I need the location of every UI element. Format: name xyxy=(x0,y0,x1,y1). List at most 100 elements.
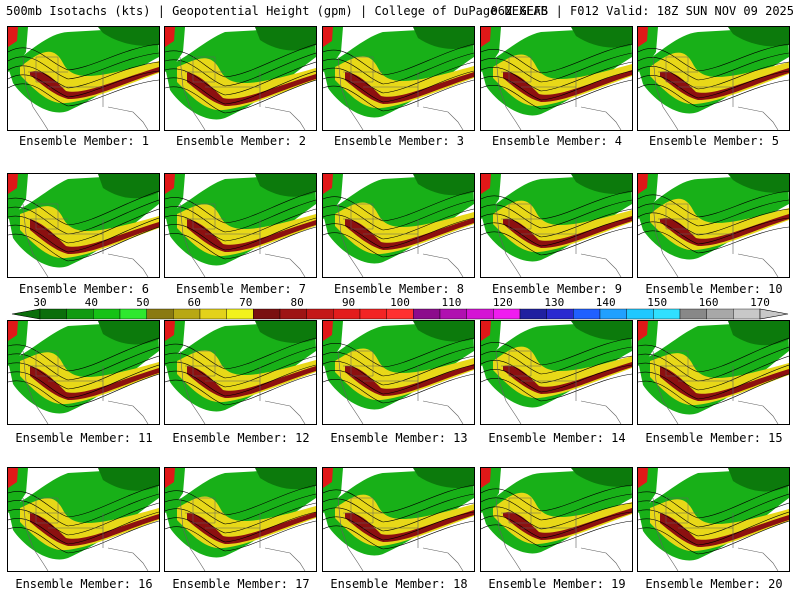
height-contour xyxy=(8,337,159,372)
jet-core-dark-red xyxy=(30,366,159,400)
height-contour xyxy=(481,493,632,521)
height-contour xyxy=(638,43,789,72)
ne-jet-green xyxy=(728,27,789,47)
colorbar-tick-label: 110 xyxy=(441,296,462,309)
nw-jet-red xyxy=(638,321,648,341)
height-contour xyxy=(638,520,789,555)
isotach-map xyxy=(8,468,159,571)
ensemble-member-caption: Ensemble Member: 3 xyxy=(333,134,465,148)
state-borders xyxy=(652,497,779,571)
state-borders xyxy=(495,497,622,571)
height-contour xyxy=(8,373,159,408)
colorbar-swatch xyxy=(546,308,574,320)
ensemble-member-caption: Ensemble Member: 8 xyxy=(333,282,465,296)
height-contour xyxy=(638,373,789,409)
ensemble-map-panel xyxy=(322,173,475,278)
isotach-map xyxy=(638,321,789,424)
height-contour xyxy=(638,190,789,218)
colorbar-swatch xyxy=(119,308,147,320)
ne-jet-green xyxy=(98,27,159,46)
nw-jet-red xyxy=(165,27,175,47)
nw-jet-red xyxy=(8,321,18,341)
state-outline xyxy=(192,56,216,83)
state-outline xyxy=(192,497,216,524)
height-contour xyxy=(8,355,159,390)
colorbar-swatch xyxy=(66,308,94,320)
height-contour xyxy=(323,43,474,76)
colorbar-tick-label: 170 xyxy=(750,296,770,309)
height-contour xyxy=(638,502,789,537)
height-contour xyxy=(638,364,789,400)
state-borders xyxy=(652,203,779,277)
colorbar-tick-label: 80 xyxy=(290,296,304,309)
colorbar-swatch xyxy=(199,308,227,320)
height-contour xyxy=(165,337,316,370)
height-contour xyxy=(323,199,474,231)
colorbar-tick-label: 160 xyxy=(698,296,719,309)
ensemble-member-caption: Ensemble Member: 11 xyxy=(15,431,153,445)
state-borders xyxy=(22,56,149,130)
height-contour xyxy=(638,61,789,90)
nw-jet-red xyxy=(638,174,648,194)
height-contour xyxy=(481,226,632,256)
ensemble-map-panel xyxy=(164,467,317,572)
height-contour xyxy=(8,226,159,262)
nw-jet-red xyxy=(481,321,491,341)
state-outline xyxy=(350,203,374,230)
ensemble-member-caption: Ensemble Member: 9 xyxy=(491,282,623,296)
ensemble-map-panel xyxy=(7,467,160,572)
colorbar-swatch xyxy=(519,308,547,320)
state-borders xyxy=(652,350,779,424)
jet-core-dark-red xyxy=(187,366,316,398)
nw-jet-red xyxy=(323,468,333,488)
height-contour xyxy=(165,190,316,224)
height-contour xyxy=(638,199,789,227)
ne-jet-green xyxy=(413,27,474,49)
colorbar-swatch xyxy=(39,308,67,320)
ne-jet-green xyxy=(98,468,159,491)
height-contour xyxy=(8,511,159,545)
height-contour xyxy=(323,190,474,222)
ne-jet-green xyxy=(255,27,316,51)
colorbar-tick-label: 50 xyxy=(136,296,150,309)
height-contour xyxy=(8,43,159,71)
ensemble-member-caption: Ensemble Member: 17 xyxy=(172,577,310,591)
state-borders xyxy=(337,350,464,424)
state-outline xyxy=(192,350,216,377)
ensemble-member-caption: Ensemble Member: 1 xyxy=(18,134,150,148)
ensemble-map-panel xyxy=(480,467,633,572)
ensemble-map-panel xyxy=(480,320,633,425)
height-contour xyxy=(8,484,159,518)
isotach-map xyxy=(323,321,474,424)
isotach-map xyxy=(165,321,316,424)
colorbar-tick-label: 100 xyxy=(390,296,410,309)
height-contour xyxy=(165,43,316,78)
isotach-map xyxy=(323,174,474,277)
jet-core-dark-red xyxy=(345,218,474,250)
height-contour xyxy=(481,337,632,366)
title-bar: 500mb Isotachs (kts) | Geopotential Heig… xyxy=(0,0,800,22)
ensemble-map-panel xyxy=(164,173,317,278)
ensemble-map-panel xyxy=(7,320,160,425)
ne-jet-green xyxy=(413,174,474,196)
colorbar xyxy=(11,308,789,320)
height-contour xyxy=(323,337,474,368)
height-contour xyxy=(8,520,159,554)
nw-jet-red xyxy=(8,174,18,194)
state-outline xyxy=(35,350,59,377)
isotach-map xyxy=(8,321,159,424)
isotach-map xyxy=(638,27,789,130)
colorbar-swatch xyxy=(226,308,254,320)
height-contour xyxy=(165,208,316,242)
height-contour xyxy=(165,511,316,543)
jet-core-dark-red xyxy=(30,219,159,254)
height-contour xyxy=(481,52,632,83)
height-contour xyxy=(481,511,632,539)
height-contour xyxy=(481,502,632,530)
colorbar-swatch xyxy=(386,308,414,320)
state-outline xyxy=(35,497,59,524)
height-contour xyxy=(165,355,316,388)
height-contour xyxy=(8,79,159,107)
state-outline xyxy=(508,497,532,524)
colorbar-swatch xyxy=(333,308,361,320)
